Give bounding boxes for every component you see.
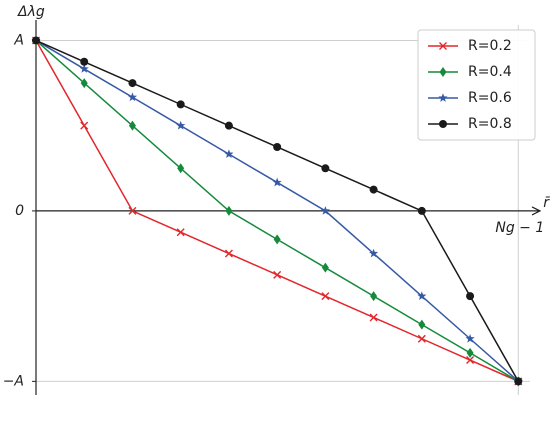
marker [32,36,40,45]
legend: R=0.2 R=0.4 R=0.6 R=0.8 [417,29,536,141]
marker [224,121,233,130]
y-tick-label: A [13,32,24,48]
y-tick-label: 0 [15,203,24,219]
marker [369,248,379,258]
legend-box [417,29,536,141]
marker [176,100,185,109]
marker [177,163,185,174]
marker [128,120,136,131]
marker [273,142,282,151]
marker [439,120,447,128]
marker [466,292,475,301]
marker [465,333,475,343]
marker [273,270,282,279]
marker [224,249,233,258]
marker [321,262,329,273]
marker [80,78,88,89]
marker [321,164,330,173]
marker [438,93,448,102]
marker [369,185,378,194]
legend-label: R=0.4 [468,64,512,80]
x-tick-label: Ng − 1 [495,220,544,236]
marker [320,206,330,215]
marker [417,206,426,215]
marker [514,377,523,386]
marker [439,42,447,50]
marker [225,205,233,216]
marker [80,121,89,130]
marker [321,292,330,301]
marker [224,149,234,159]
marker [466,356,475,365]
marker [417,291,427,301]
x-axis-label: r̄ [543,195,550,211]
marker [418,319,426,330]
marker [176,120,186,130]
legend-label: R=0.8 [468,116,512,132]
y-tick-label: −A [3,373,24,389]
y-axis-label: Δλg [17,4,45,20]
marker [128,206,137,215]
marker [80,57,89,66]
x-axis-arrow [531,206,542,216]
legend-label: R=0.2 [468,38,512,54]
marker [370,291,378,302]
legend-label: R=0.6 [468,90,512,106]
marker [272,177,282,187]
marker [466,347,474,358]
marker [127,92,138,102]
marker [369,313,378,322]
marker [176,228,185,237]
marker [417,334,426,343]
marker [79,64,89,73]
marker [439,67,447,77]
marker [128,79,137,88]
marker [273,234,281,245]
